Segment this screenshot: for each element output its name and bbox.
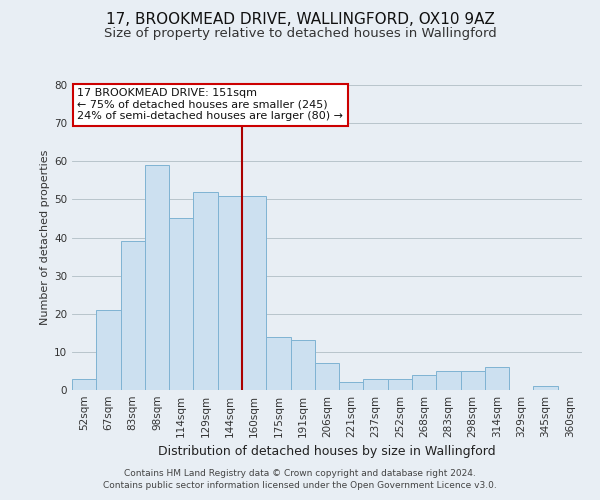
Bar [436, 371, 461, 390]
Bar [218, 196, 242, 390]
Bar [364, 378, 388, 390]
Bar [72, 378, 96, 390]
Bar [485, 367, 509, 390]
Bar [121, 242, 145, 390]
Text: Contains public sector information licensed under the Open Government Licence v3: Contains public sector information licen… [103, 481, 497, 490]
Bar [339, 382, 364, 390]
Bar [533, 386, 558, 390]
Text: Size of property relative to detached houses in Wallingford: Size of property relative to detached ho… [104, 28, 496, 40]
Bar [412, 375, 436, 390]
Bar [96, 310, 121, 390]
Bar [461, 371, 485, 390]
Bar [266, 336, 290, 390]
Y-axis label: Number of detached properties: Number of detached properties [40, 150, 50, 325]
Text: 17 BROOKMEAD DRIVE: 151sqm
← 75% of detached houses are smaller (245)
24% of sem: 17 BROOKMEAD DRIVE: 151sqm ← 75% of deta… [77, 88, 343, 121]
Bar [315, 364, 339, 390]
Bar [388, 378, 412, 390]
Bar [169, 218, 193, 390]
Bar [290, 340, 315, 390]
X-axis label: Distribution of detached houses by size in Wallingford: Distribution of detached houses by size … [158, 446, 496, 458]
Text: Contains HM Land Registry data © Crown copyright and database right 2024.: Contains HM Land Registry data © Crown c… [124, 468, 476, 477]
Bar [193, 192, 218, 390]
Text: 17, BROOKMEAD DRIVE, WALLINGFORD, OX10 9AZ: 17, BROOKMEAD DRIVE, WALLINGFORD, OX10 9… [106, 12, 494, 28]
Bar [145, 165, 169, 390]
Bar [242, 196, 266, 390]
